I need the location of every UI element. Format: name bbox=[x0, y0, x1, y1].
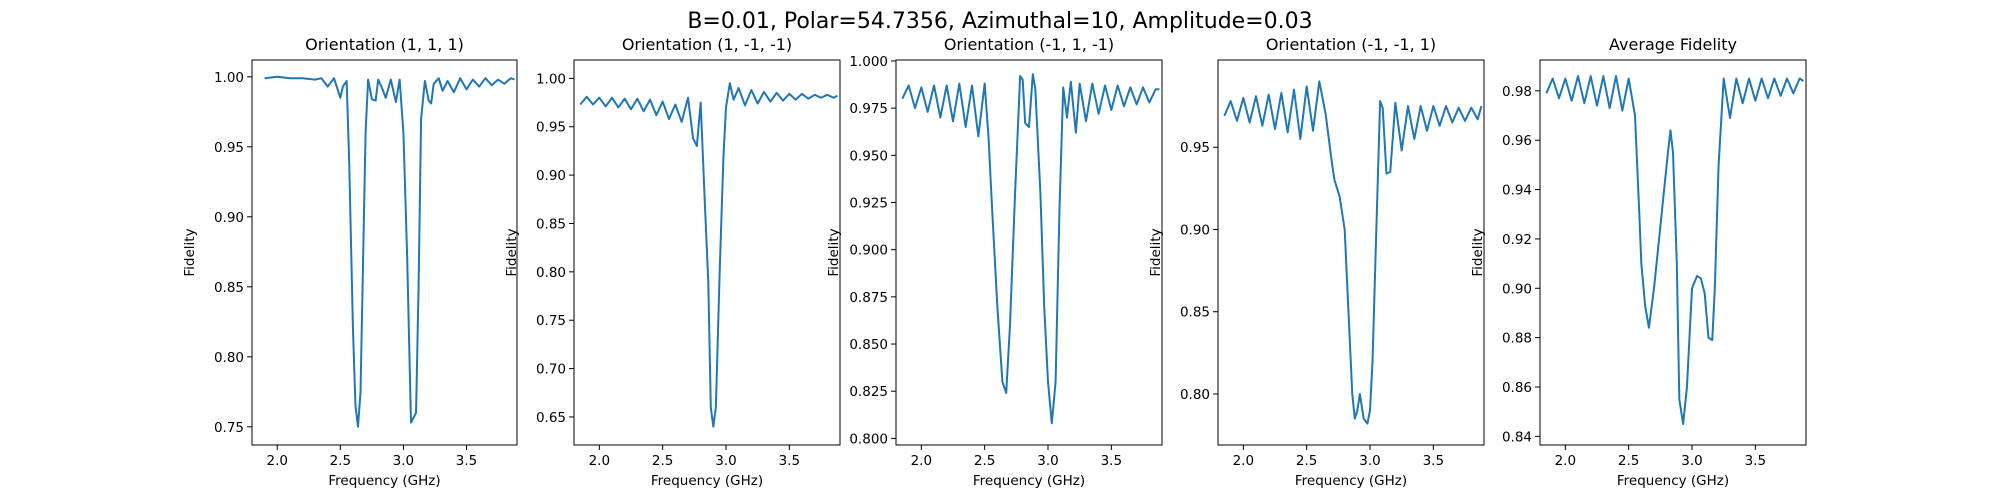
y-tick-label: 0.94 bbox=[1502, 183, 1532, 199]
y-tick-label: 0.92 bbox=[1502, 232, 1532, 248]
subplot-title: Orientation (-1, 1, -1) bbox=[944, 35, 1114, 54]
subplot-title: Orientation (-1, -1, 1) bbox=[1266, 35, 1436, 54]
y-tick-label: 0.84 bbox=[1502, 429, 1532, 445]
x-tick-label: 2.0 bbox=[1233, 453, 1254, 469]
x-axis-label: Frequency (GHz) bbox=[973, 473, 1085, 489]
x-tick-label: 2.0 bbox=[911, 453, 932, 469]
y-tick-label: 0.75 bbox=[214, 420, 244, 436]
y-tick-label: 0.825 bbox=[849, 384, 888, 400]
x-tick-label: 3.0 bbox=[715, 453, 736, 469]
x-tick-label: 3.5 bbox=[1745, 453, 1766, 469]
y-tick-label: 0.900 bbox=[849, 243, 888, 259]
x-axis-label: Frequency (GHz) bbox=[1295, 473, 1407, 489]
y-tick-label: 0.800 bbox=[849, 431, 888, 447]
subplot-3: Orientation (-1, 1, -1) 2.0 2.5 3.0 3.5 0.800… bbox=[826, 35, 1163, 489]
y-tick-label: 0.90 bbox=[1502, 281, 1532, 297]
y-tick-label: 0.95 bbox=[536, 120, 566, 136]
x-tick-label: 2.0 bbox=[1555, 453, 1576, 469]
x-axis-label: Frequency (GHz) bbox=[651, 473, 763, 489]
x-tick-label: 3.0 bbox=[1359, 453, 1380, 469]
y-tick-label: 0.850 bbox=[849, 337, 888, 353]
subplot-title: Orientation (1, 1, 1) bbox=[305, 35, 464, 54]
subplot-5: Average Fidelity 2.0 2.5 3.0 3.5 0.84 0.86 0.88… bbox=[1470, 35, 1807, 489]
y-tick-label: 1.00 bbox=[214, 70, 244, 86]
series-line-1 bbox=[901, 73, 1160, 425]
subplot-title: Orientation (1, -1, -1) bbox=[622, 35, 792, 54]
y-tick-label: 0.75 bbox=[536, 313, 566, 329]
y-axis-label: Fidelity bbox=[182, 228, 198, 276]
y-tick-label: 0.85 bbox=[536, 216, 566, 232]
y-tick-label: 0.90 bbox=[1180, 222, 1210, 238]
subplot-1: Orientation (1, 1, 1) 2.0 2.5 3.0 3.5 0.75 0.8… bbox=[182, 35, 518, 489]
x-axis-label: Frequency (GHz) bbox=[1617, 473, 1729, 489]
y-tick-label: 0.975 bbox=[849, 101, 888, 117]
plot-frame bbox=[251, 59, 518, 446]
series-line-1 bbox=[579, 82, 838, 428]
figure-title: B=0.01, Polar=54.7356, Azimuthal=10, Amp… bbox=[687, 9, 1312, 34]
y-tick-label: 0.86 bbox=[1502, 380, 1532, 396]
x-tick-label: 3.5 bbox=[1101, 453, 1122, 469]
y-axis-label: Fidelity bbox=[1148, 228, 1164, 276]
y-tick-label: 0.70 bbox=[536, 362, 566, 378]
series-line-1 bbox=[1545, 75, 1805, 426]
y-tick-label: 0.95 bbox=[1180, 140, 1210, 156]
series-line-1 bbox=[264, 75, 515, 428]
subplot-grid: Orientation (1, 1, 1) 2.0 2.5 3.0 3.5 0.75 0.8… bbox=[182, 35, 1807, 489]
x-axis-label: Frequency (GHz) bbox=[328, 473, 440, 489]
y-tick-label: 0.950 bbox=[849, 148, 888, 164]
y-tick-label: 0.95 bbox=[214, 140, 244, 156]
x-tick-label: 2.5 bbox=[330, 453, 351, 469]
series-line-1 bbox=[1223, 80, 1483, 425]
y-tick-label: 0.96 bbox=[1502, 133, 1532, 149]
y-tick-label: 0.90 bbox=[536, 168, 566, 184]
x-tick-label: 2.5 bbox=[974, 453, 995, 469]
y-tick-label: 0.98 bbox=[1502, 84, 1532, 100]
x-tick-label: 2.0 bbox=[266, 453, 287, 469]
subplot-4: Orientation (-1, -1, 1) 2.0 2.5 3.0 3.5 0.80 0… bbox=[1148, 35, 1485, 489]
y-tick-label: 1.00 bbox=[536, 71, 566, 87]
y-axis-label: Fidelity bbox=[504, 228, 520, 276]
y-tick-label: 0.80 bbox=[536, 265, 566, 281]
x-tick-label: 3.5 bbox=[456, 453, 477, 469]
x-tick-label: 2.0 bbox=[589, 453, 610, 469]
x-tick-label: 3.0 bbox=[1681, 453, 1702, 469]
y-tick-label: 0.80 bbox=[1180, 387, 1210, 403]
y-axis-label: Fidelity bbox=[826, 228, 842, 276]
x-tick-label: 3.5 bbox=[779, 453, 800, 469]
y-tick-label: 0.88 bbox=[1502, 331, 1532, 347]
y-tick-label: 0.65 bbox=[536, 410, 566, 426]
subplot-title: Average Fidelity bbox=[1609, 35, 1737, 54]
y-tick-label: 0.80 bbox=[214, 350, 244, 366]
subplot-2: Orientation (1, -1, -1) 2.0 2.5 3.0 3.5 0.65 0… bbox=[504, 35, 841, 489]
plot-frame bbox=[1217, 59, 1485, 446]
y-tick-label: 0.925 bbox=[849, 195, 888, 211]
y-tick-label: 0.90 bbox=[214, 210, 244, 226]
x-tick-label: 2.5 bbox=[652, 453, 673, 469]
y-tick-label: 1.000 bbox=[849, 54, 888, 70]
x-tick-label: 3.5 bbox=[1423, 453, 1444, 469]
y-tick-label: 0.875 bbox=[849, 290, 888, 306]
x-tick-label: 3.0 bbox=[1037, 453, 1058, 469]
plot-frame bbox=[1539, 59, 1807, 446]
y-tick-label: 0.85 bbox=[1180, 305, 1210, 321]
y-tick-label: 0.85 bbox=[214, 280, 244, 296]
x-tick-label: 3.0 bbox=[393, 453, 414, 469]
plot-frame bbox=[895, 59, 1163, 446]
y-axis-label: Fidelity bbox=[1470, 228, 1486, 276]
x-tick-label: 2.5 bbox=[1618, 453, 1639, 469]
x-tick-label: 2.5 bbox=[1296, 453, 1317, 469]
plot-frame bbox=[573, 59, 841, 446]
